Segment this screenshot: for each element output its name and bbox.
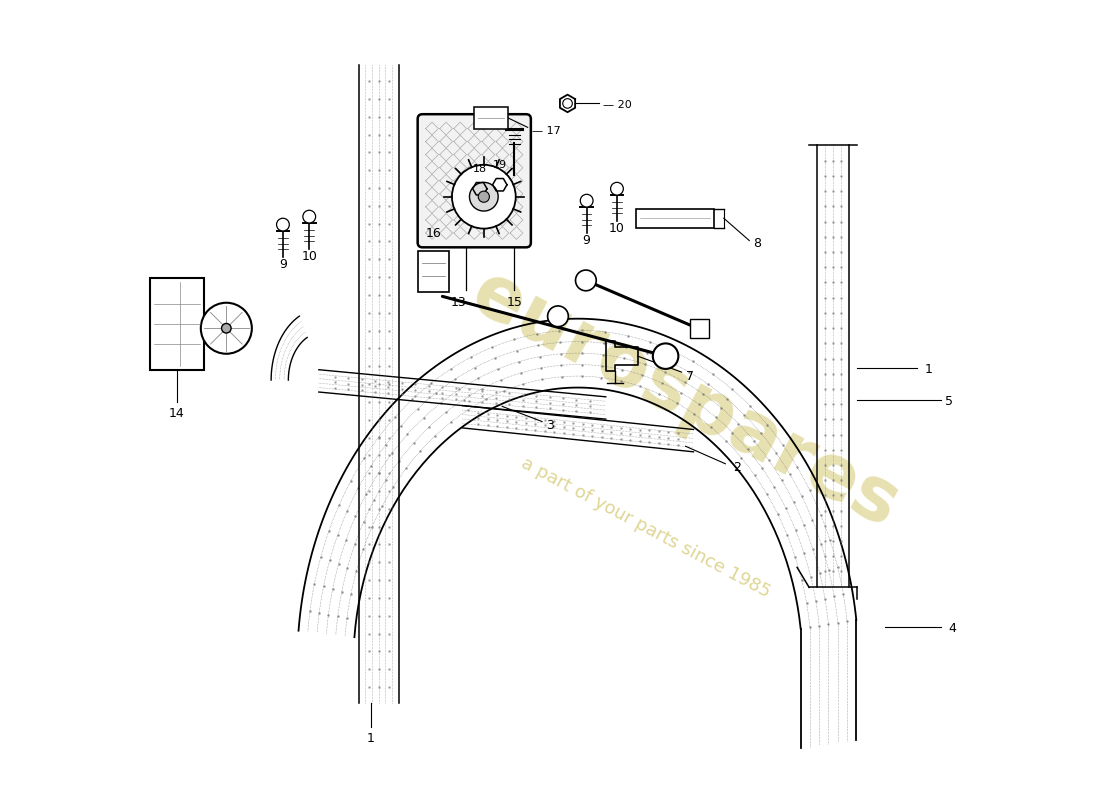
Text: 1: 1 — [925, 363, 933, 376]
Bar — [690, 318, 710, 338]
Text: 9: 9 — [583, 234, 591, 247]
Circle shape — [548, 306, 569, 326]
Circle shape — [581, 194, 593, 207]
Circle shape — [452, 165, 516, 229]
Circle shape — [201, 302, 252, 354]
Text: a part of your parts since 1985: a part of your parts since 1985 — [518, 454, 773, 601]
Circle shape — [470, 182, 498, 211]
Circle shape — [656, 346, 676, 366]
Bar — [418, 251, 449, 292]
FancyBboxPatch shape — [418, 114, 531, 247]
Circle shape — [575, 270, 596, 290]
Text: 4: 4 — [948, 622, 957, 635]
Circle shape — [610, 182, 624, 195]
Circle shape — [478, 191, 490, 202]
Text: 5: 5 — [945, 395, 953, 408]
Circle shape — [276, 218, 289, 231]
Text: 3: 3 — [546, 419, 554, 432]
Bar — [474, 106, 508, 129]
Text: 10: 10 — [609, 222, 625, 235]
Text: — 20: — 20 — [604, 100, 632, 110]
Circle shape — [302, 210, 316, 223]
Text: 13: 13 — [450, 296, 466, 309]
Text: — 17: — 17 — [531, 126, 560, 135]
Circle shape — [652, 343, 679, 369]
Text: 1: 1 — [366, 732, 375, 746]
Text: 18: 18 — [473, 164, 487, 174]
Text: 7: 7 — [685, 370, 693, 382]
Text: 9: 9 — [279, 258, 287, 271]
Circle shape — [221, 323, 231, 333]
Text: eurospares: eurospares — [459, 257, 912, 543]
Text: 16: 16 — [426, 227, 441, 240]
Bar — [150, 278, 204, 370]
Text: 10: 10 — [301, 250, 317, 263]
Text: 15: 15 — [506, 296, 522, 309]
Text: 14: 14 — [169, 407, 185, 421]
Text: 19: 19 — [493, 160, 507, 170]
Text: 8: 8 — [754, 238, 761, 250]
Bar — [636, 209, 714, 228]
Text: 2: 2 — [734, 462, 741, 474]
Circle shape — [563, 98, 572, 108]
